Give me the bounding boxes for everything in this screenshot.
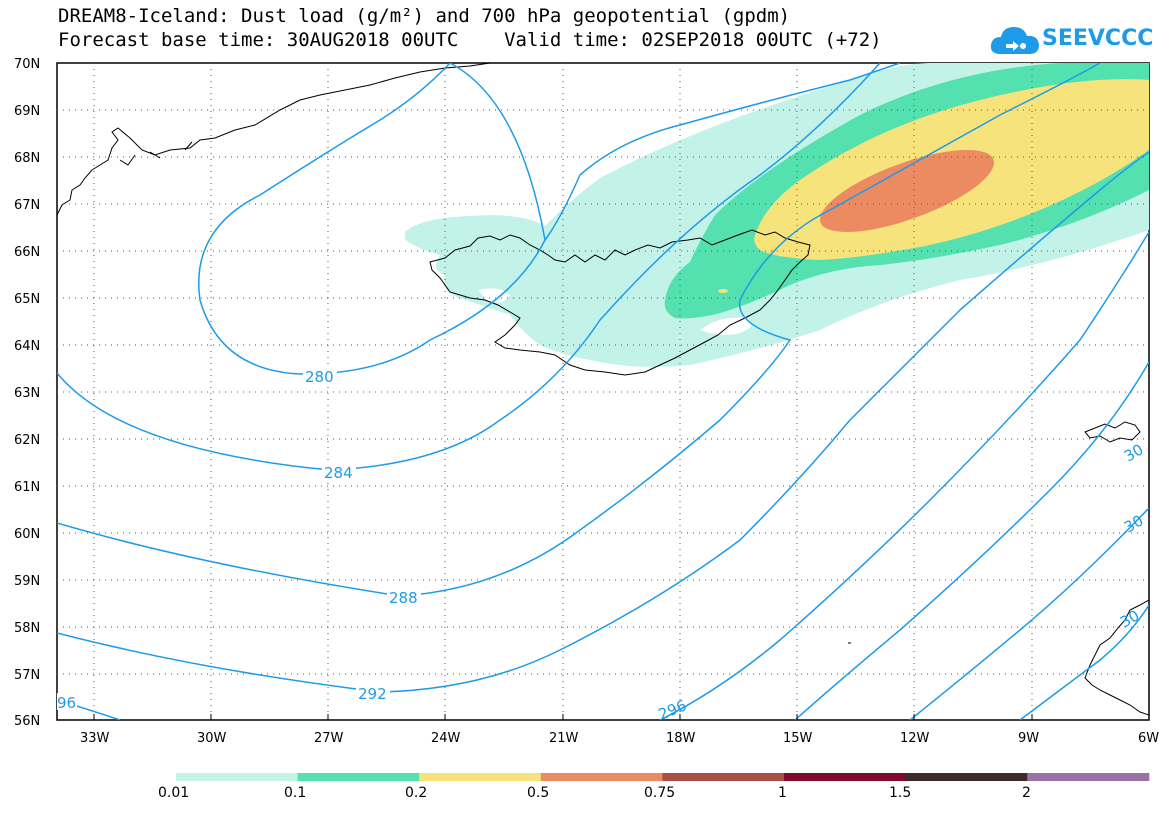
dust-gap — [700, 317, 752, 335]
geopotential-contours — [57, 63, 1149, 720]
lat-label: 58N — [14, 621, 40, 636]
lon-label: 27W — [314, 731, 344, 746]
legend-label: 0.75 — [644, 785, 675, 801]
lat-label: 70N — [14, 57, 40, 72]
contour-296b — [659, 231, 1149, 720]
contour-label-296-edge: 96 — [57, 694, 76, 712]
lat-label: 66N — [14, 245, 40, 260]
legend-swatch — [1027, 773, 1150, 781]
lat-label: 60N — [14, 527, 40, 542]
legend-swatch — [784, 773, 907, 781]
contour-304 — [909, 507, 1149, 720]
legend-label: 1.5 — [889, 785, 911, 801]
longitude-labels: 33W 30W 27W 24W 21W 18W 15W 12W 9W 6W — [80, 731, 1159, 746]
contour-label-288: 288 — [389, 589, 418, 607]
lat-label: 68N — [14, 151, 40, 166]
lon-label: 30W — [197, 731, 227, 746]
legend-swatch — [297, 773, 420, 781]
contour-label-280: 280 — [305, 368, 334, 386]
lon-label: 6W — [1138, 731, 1159, 746]
map-title-line-2: Forecast base time: 30AUG2018 00UTC Vali… — [58, 29, 882, 51]
lat-label: 67N — [14, 198, 40, 213]
coast-greenland-inner — [119, 141, 193, 166]
dust-shading — [405, 63, 1149, 367]
legend-label: 0.01 — [158, 785, 189, 801]
lon-label: 24W — [431, 731, 461, 746]
lat-label: 59N — [14, 574, 40, 589]
latitude-labels: 70N 69N 68N 67N 66N 65N 64N 63N 62N 61N … — [14, 57, 40, 729]
lon-label: 33W — [80, 731, 110, 746]
logo-text: SEEVCCC — [1042, 26, 1154, 51]
contour-label-284: 284 — [324, 464, 353, 482]
lon-label: 12W — [900, 731, 930, 746]
coastlines — [57, 63, 1149, 716]
dust-gap — [478, 288, 510, 303]
contour-284 — [57, 63, 881, 471]
lat-label: 69N — [14, 104, 40, 119]
legend-swatch — [662, 773, 785, 781]
cloud-icon — [990, 27, 1039, 54]
contour-label-292: 292 — [358, 685, 387, 703]
lon-label: 18W — [666, 731, 696, 746]
lat-label: 61N — [14, 480, 40, 495]
legend-label: 1 — [778, 785, 787, 801]
legend-label: 2 — [1022, 785, 1031, 801]
legend-label: 0.1 — [284, 785, 306, 801]
lat-label: 62N — [14, 433, 40, 448]
axis-ticks — [93, 714, 1033, 720]
lat-label: 57N — [14, 668, 40, 683]
lat-label: 65N — [14, 292, 40, 307]
lat-label: 56N — [14, 714, 40, 729]
coast-norway-scotland — [1084, 599, 1149, 716]
contour-300 — [794, 361, 1149, 720]
coast-iceland — [429, 229, 811, 376]
lat-label: 64N — [14, 339, 40, 354]
lon-label: 9W — [1018, 731, 1039, 746]
map-title-line-1: DREAM8-Iceland: Dust load (g/m²) and 700… — [58, 5, 791, 27]
contour-308 — [1019, 604, 1149, 720]
legend-labels: 0.01 0.1 0.2 0.5 0.75 1 1.5 2 — [158, 785, 1031, 801]
legend-swatch — [176, 773, 299, 781]
dust-speck — [718, 289, 728, 293]
coast-scotland-north — [1084, 421, 1141, 443]
contour-292 — [57, 151, 1149, 693]
legend-swatch — [905, 773, 1028, 781]
dust-band-0.5 — [820, 149, 994, 233]
lon-label: 21W — [549, 731, 579, 746]
legend-swatch — [540, 773, 663, 781]
legend-swatch — [419, 773, 542, 781]
seevccc-logo: SEEVCCC — [990, 20, 1154, 60]
legend-label: 0.5 — [527, 785, 549, 801]
lon-label: 15W — [783, 731, 813, 746]
legend-label: 0.2 — [405, 785, 427, 801]
lat-label: 63N — [14, 386, 40, 401]
legend-colorbar — [176, 773, 1150, 781]
coast-greenland — [57, 63, 491, 216]
contour-284b — [544, 63, 901, 241]
